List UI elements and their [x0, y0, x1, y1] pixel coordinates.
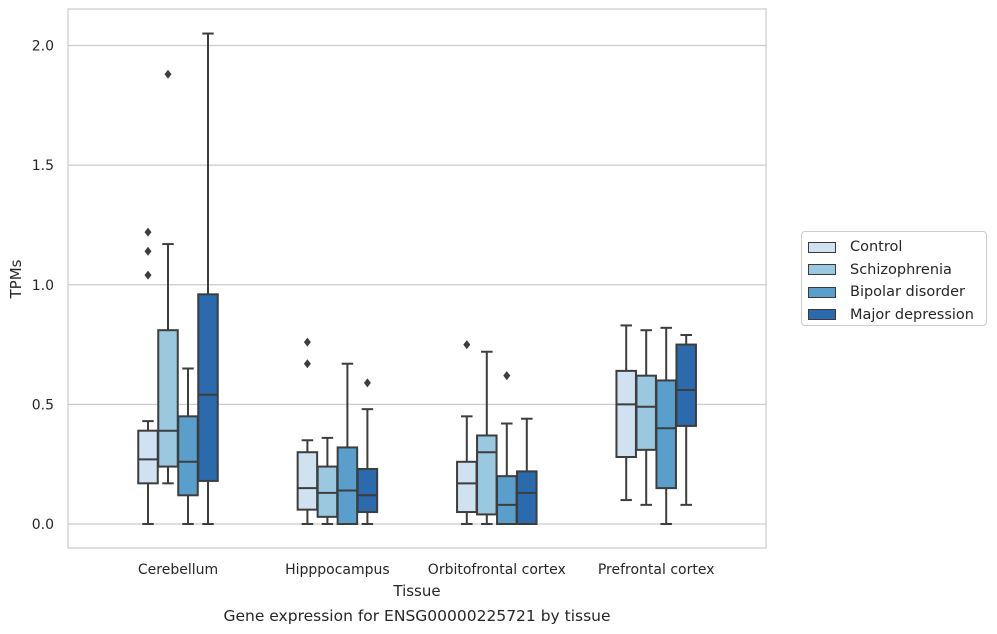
box-control-orbitofrontal-cortex: [456, 340, 478, 525]
box-iqr: [157, 329, 179, 468]
box-iqr: [675, 343, 697, 427]
box-control-cerebellum: [137, 227, 159, 525]
y-tick-label: 2.0: [32, 39, 54, 55]
x-tick-label: Cerebellum: [138, 562, 218, 578]
legend-item-control: Control: [808, 236, 986, 259]
box-major-depression-hipppocampus: [356, 378, 379, 525]
legend: Control Schizophrenia Bipolar disorder M…: [801, 231, 987, 326]
box-major-depression-orbitofrontal-cortex: [516, 417, 538, 525]
outlier-point: [164, 69, 172, 79]
outlier-point: [363, 378, 371, 388]
legend-label-control: Control: [850, 239, 903, 256]
legend-label-bipolar-disorder: Bipolar disorder: [850, 284, 965, 301]
box-iqr: [336, 446, 359, 525]
outlier-point: [463, 340, 471, 350]
box-layer: [137, 32, 697, 525]
y-tick-labels: 0.0 0.5 1.0 1.5 2.0: [32, 39, 54, 534]
box-iqr: [516, 470, 538, 525]
box-schizophrenia-orbitofrontal-cortex: [476, 350, 498, 525]
legend-swatch-control: [808, 241, 836, 253]
x-axis-title: Tissue: [392, 582, 440, 600]
y-tick-label: 0.5: [32, 397, 54, 413]
legend-swatch-bipolar-disorder: [808, 286, 836, 298]
x-tick-label: Prefrontal cortex: [598, 562, 715, 578]
legend-item-schizophrenia: Schizophrenia: [808, 259, 986, 282]
outlier-point: [144, 270, 152, 280]
box-iqr: [316, 465, 339, 518]
box-control-hipppocampus: [296, 337, 319, 525]
box-major-depression-cerebellum: [197, 32, 219, 525]
plot-frame: [67, 8, 767, 549]
box-schizophrenia-prefrontal-cortex: [635, 329, 657, 506]
box-iqr: [496, 475, 518, 525]
outlier-point: [303, 337, 311, 347]
box-iqr: [296, 451, 319, 511]
x-tick-label: Hipppocampus: [285, 562, 390, 578]
box-bipolar-disorder-prefrontal-cortex: [655, 326, 677, 525]
y-tick-label: 1.0: [32, 278, 54, 294]
outlier-point: [144, 227, 152, 237]
box-iqr: [635, 374, 657, 451]
outlier-point: [144, 246, 152, 256]
box-iqr: [356, 467, 379, 514]
figure-caption: Gene expression for ENSG00000225721 by t…: [223, 607, 611, 625]
y-tick-label: 0.0: [32, 517, 54, 533]
box-bipolar-disorder-cerebellum: [177, 367, 199, 525]
legend-item-bipolar-disorder: Bipolar disorder: [808, 281, 986, 304]
box-schizophrenia-cerebellum: [157, 69, 179, 485]
legend-label-major-depression: Major depression: [850, 306, 974, 323]
outlier-point: [503, 371, 511, 381]
legend-swatch-schizophrenia: [808, 264, 836, 276]
box-bipolar-disorder-orbitofrontal-cortex: [496, 371, 518, 525]
box-bipolar-disorder-hipppocampus: [336, 362, 359, 525]
x-tick-label: Orbitofrontal cortex: [428, 562, 566, 578]
legend-label-schizophrenia: Schizophrenia: [850, 261, 952, 278]
box-iqr: [476, 434, 498, 516]
box-iqr: [655, 379, 677, 490]
box-iqr: [615, 369, 637, 459]
box-iqr: [177, 415, 199, 497]
box-iqr: [137, 429, 159, 485]
box-schizophrenia-hipppocampus: [316, 436, 339, 525]
legend-swatch-major-depression: [808, 309, 836, 321]
box-iqr: [197, 293, 219, 482]
x-tick-labels: Cerebellum Hipppocampus Orbitofrontal cort…: [138, 562, 715, 578]
outlier-point: [303, 359, 311, 369]
legend-item-major-depression: Major depression: [808, 304, 986, 327]
box-iqr: [456, 460, 478, 514]
y-tick-label: 1.5: [32, 158, 54, 174]
box-major-depression-prefrontal-cortex: [675, 333, 697, 506]
y-axis-title: TPMs: [7, 259, 25, 299]
box-control-prefrontal-cortex: [615, 324, 637, 502]
